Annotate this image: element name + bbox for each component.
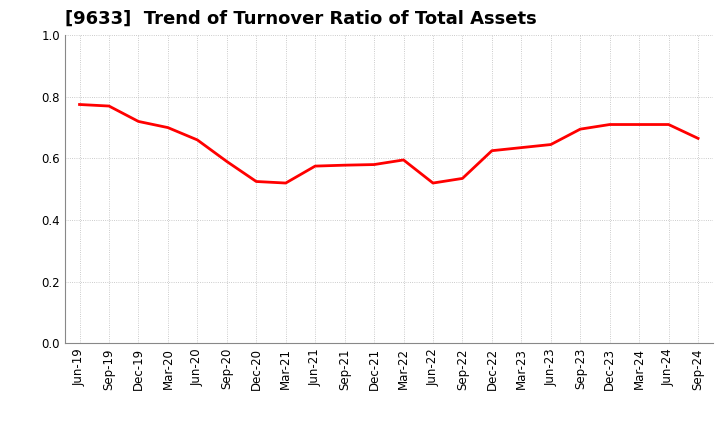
Text: [9633]  Trend of Turnover Ratio of Total Assets: [9633] Trend of Turnover Ratio of Total … (65, 10, 536, 28)
